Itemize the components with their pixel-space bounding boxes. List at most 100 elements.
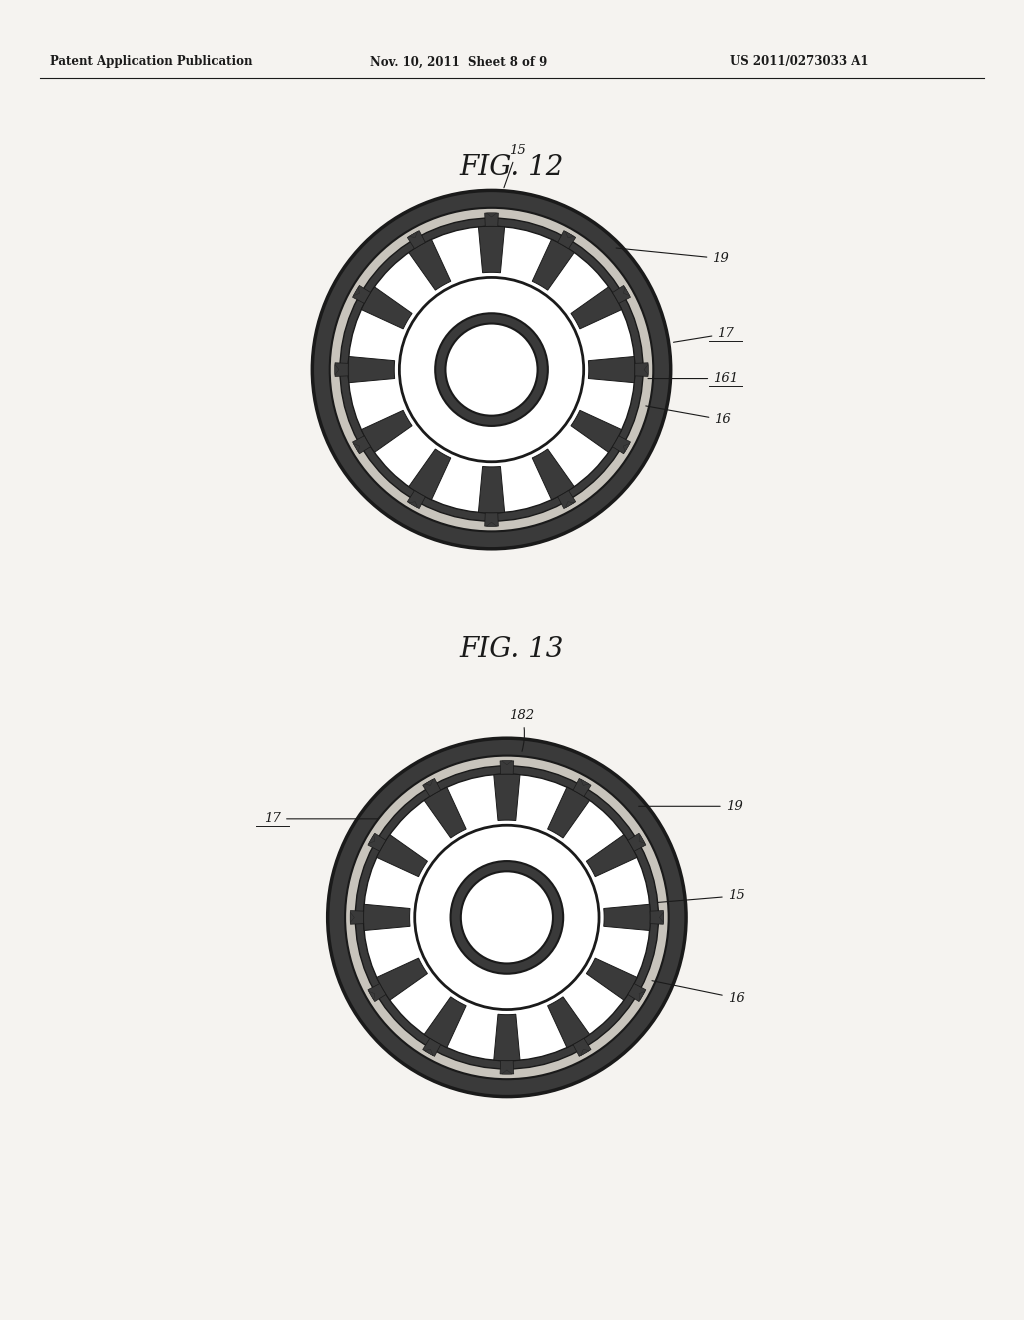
Polygon shape xyxy=(494,774,520,821)
Polygon shape xyxy=(624,444,630,453)
Polygon shape xyxy=(659,912,664,923)
Text: 182: 182 xyxy=(509,709,535,751)
Polygon shape xyxy=(644,364,648,375)
Polygon shape xyxy=(500,760,514,774)
Polygon shape xyxy=(589,356,635,383)
Polygon shape xyxy=(565,502,574,508)
Polygon shape xyxy=(424,787,466,838)
Polygon shape xyxy=(424,997,466,1048)
Polygon shape xyxy=(571,411,622,453)
Text: US 2011/0273033 A1: US 2011/0273033 A1 xyxy=(730,55,868,69)
Polygon shape xyxy=(494,1014,520,1061)
Polygon shape xyxy=(581,1049,590,1056)
Polygon shape xyxy=(635,363,648,376)
Polygon shape xyxy=(639,991,645,1001)
Text: 161: 161 xyxy=(648,372,738,385)
Polygon shape xyxy=(478,226,505,273)
Polygon shape xyxy=(532,449,574,500)
Polygon shape xyxy=(361,286,412,329)
Polygon shape xyxy=(369,991,375,1001)
Polygon shape xyxy=(409,502,418,508)
Circle shape xyxy=(312,190,671,549)
Polygon shape xyxy=(352,285,371,304)
Polygon shape xyxy=(558,231,575,248)
Polygon shape xyxy=(581,779,590,785)
Circle shape xyxy=(328,738,686,1097)
Polygon shape xyxy=(424,1049,433,1056)
Polygon shape xyxy=(628,983,646,1002)
Polygon shape xyxy=(587,834,637,876)
Polygon shape xyxy=(409,449,451,500)
Polygon shape xyxy=(558,491,575,508)
Polygon shape xyxy=(478,466,505,513)
Polygon shape xyxy=(350,912,354,923)
Circle shape xyxy=(330,207,653,532)
Text: Nov. 10, 2011  Sheet 8 of 9: Nov. 10, 2011 Sheet 8 of 9 xyxy=(370,55,547,69)
Text: 17: 17 xyxy=(674,327,734,342)
Polygon shape xyxy=(604,904,650,931)
Polygon shape xyxy=(409,239,451,290)
Circle shape xyxy=(435,313,548,426)
Polygon shape xyxy=(612,436,631,454)
Text: 16: 16 xyxy=(646,407,731,426)
Polygon shape xyxy=(571,286,622,329)
Polygon shape xyxy=(639,834,645,843)
Polygon shape xyxy=(587,958,637,1001)
Text: 18: 18 xyxy=(458,961,475,990)
Polygon shape xyxy=(628,833,646,851)
Polygon shape xyxy=(565,231,574,238)
Polygon shape xyxy=(335,363,348,376)
Polygon shape xyxy=(650,911,664,924)
Polygon shape xyxy=(484,213,499,226)
Polygon shape xyxy=(548,997,590,1048)
Text: FIG. 13: FIG. 13 xyxy=(460,636,564,663)
Polygon shape xyxy=(369,834,375,843)
Circle shape xyxy=(451,861,563,974)
Polygon shape xyxy=(484,513,499,527)
Polygon shape xyxy=(348,356,394,383)
Polygon shape xyxy=(424,779,433,785)
Polygon shape xyxy=(423,779,440,796)
Polygon shape xyxy=(377,958,427,1001)
Text: FIG. 12: FIG. 12 xyxy=(460,154,564,181)
Polygon shape xyxy=(548,787,590,838)
Polygon shape xyxy=(612,285,631,304)
Polygon shape xyxy=(573,1039,591,1056)
Circle shape xyxy=(355,766,658,1069)
Polygon shape xyxy=(409,231,418,238)
Polygon shape xyxy=(353,286,359,296)
Polygon shape xyxy=(335,364,339,375)
Polygon shape xyxy=(532,239,574,290)
Text: 181: 181 xyxy=(454,870,541,906)
Text: 19: 19 xyxy=(639,800,742,813)
Polygon shape xyxy=(364,904,410,931)
Circle shape xyxy=(415,825,599,1010)
Circle shape xyxy=(399,277,584,462)
Circle shape xyxy=(445,323,538,416)
Polygon shape xyxy=(352,436,371,454)
Polygon shape xyxy=(361,411,412,453)
Polygon shape xyxy=(423,1039,440,1056)
Text: 16: 16 xyxy=(652,981,744,1005)
Polygon shape xyxy=(408,231,425,248)
Polygon shape xyxy=(486,523,497,527)
Polygon shape xyxy=(500,1061,514,1074)
Polygon shape xyxy=(502,1071,512,1074)
Text: 15: 15 xyxy=(653,890,744,903)
Text: 19: 19 xyxy=(616,248,729,265)
Polygon shape xyxy=(350,911,364,924)
Text: 17: 17 xyxy=(264,812,379,825)
Circle shape xyxy=(340,218,643,521)
Circle shape xyxy=(348,226,635,513)
Polygon shape xyxy=(353,444,359,453)
Circle shape xyxy=(345,755,669,1080)
Polygon shape xyxy=(573,779,591,796)
Polygon shape xyxy=(368,983,386,1002)
Polygon shape xyxy=(377,834,427,876)
Polygon shape xyxy=(408,491,425,508)
Text: 18: 18 xyxy=(417,412,489,437)
Polygon shape xyxy=(368,833,386,851)
Polygon shape xyxy=(486,213,497,216)
Polygon shape xyxy=(624,286,630,296)
Text: Patent Application Publication: Patent Application Publication xyxy=(50,55,253,69)
